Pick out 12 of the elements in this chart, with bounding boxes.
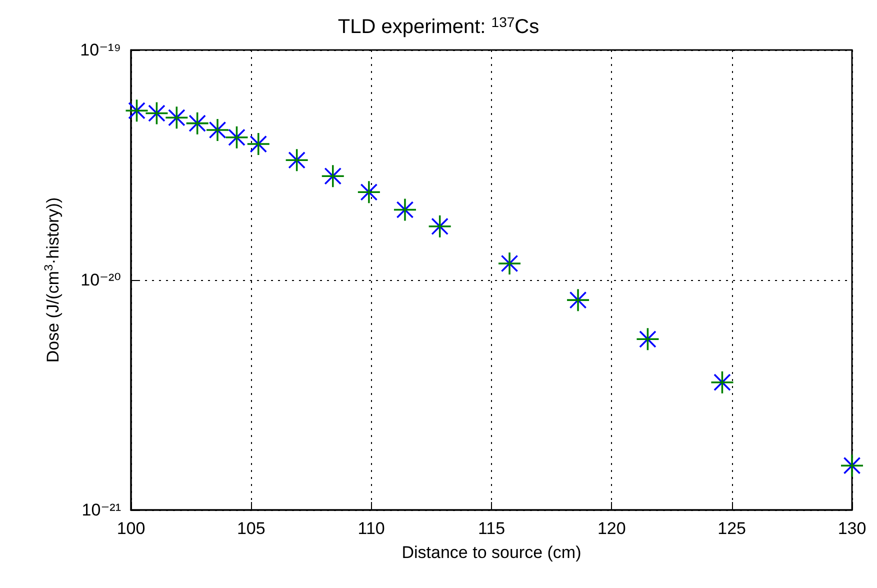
x-tick-label: 120	[597, 519, 626, 538]
x-tick-label: 115	[478, 519, 506, 538]
y-axis-title: Dose (J/(cm3·history))	[42, 197, 62, 363]
x-axis-title: Distance to source (cm)	[402, 543, 582, 562]
y-tick-label: 10⁻¹⁹	[80, 40, 121, 60]
x-tick-label: 100	[116, 519, 146, 538]
x-tick-label: 110	[358, 519, 385, 538]
x-tick-label: 130	[838, 519, 866, 538]
y-tick-label: 10⁻²¹	[82, 500, 122, 520]
y-tick-label: 10⁻²⁰	[80, 270, 122, 290]
x-tick-label: 105	[236, 519, 266, 538]
x-tick-label: 125	[718, 519, 746, 538]
